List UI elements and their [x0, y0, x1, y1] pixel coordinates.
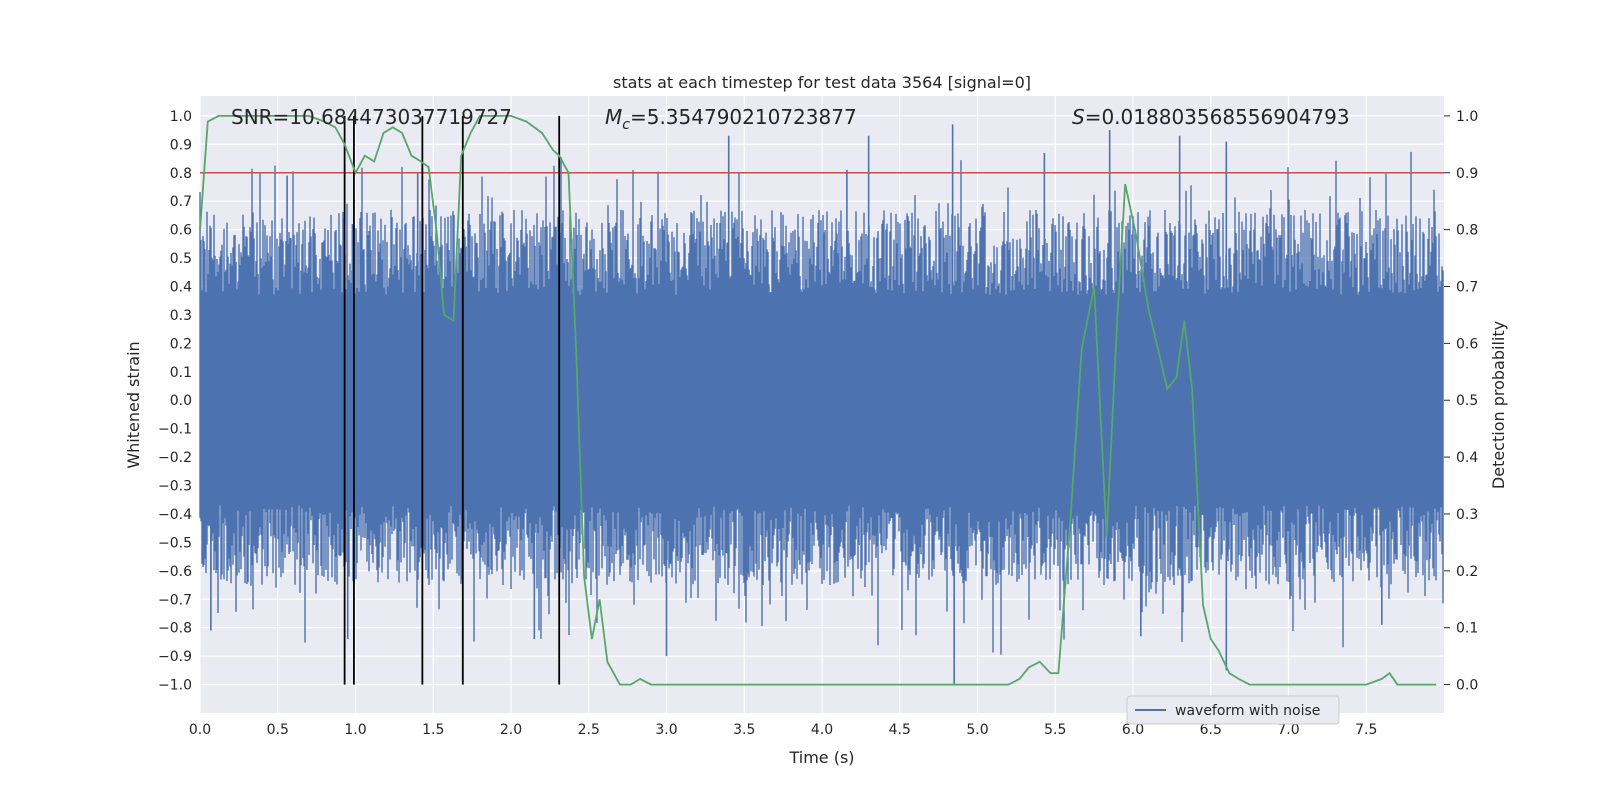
x-axis-ticks: 0.0 0.5 1.0 1.5 2.0 2.5 3.0 3.5 4.0 4.5 5.0 5.5 6.0 6…	[189, 722, 1378, 738]
legend-label: waveform with noise	[1175, 703, 1320, 719]
vertical-markers	[343, 115, 561, 685]
y-tick-label: 0.5	[170, 251, 192, 267]
x-tick-label: 2.5	[578, 722, 600, 738]
x-tick-label: 1.5	[422, 722, 444, 738]
legend-box	[1126, 695, 1340, 725]
detection-probability-series	[199, 115, 1437, 686]
right-y-tick-label: 1.0	[1456, 109, 1478, 125]
probability-line	[199, 115, 1437, 686]
chirp-mass-symbol: M	[605, 105, 622, 129]
y-tick-label: −0.7	[158, 592, 192, 608]
y-tick-label: 0.7	[170, 194, 192, 210]
waveform-trace	[199, 151, 1444, 655]
x-tick-label: 3.5	[733, 722, 755, 738]
x-tick-label: 5.0	[966, 722, 988, 738]
x-tick-label: 1.0	[344, 722, 366, 738]
right-y-tick-label: 0.6	[1456, 336, 1478, 352]
snr-annotation: SNR=10.684473037719727	[231, 105, 512, 129]
right-y-tick-label: 0.8	[1456, 223, 1478, 239]
y-tick-label: 0.8	[170, 166, 192, 182]
x-tick-label: 0.5	[267, 722, 289, 738]
snr-statistic-annotation: S=0.018803568556904793	[1072, 105, 1350, 129]
y-tick-label: 0.0	[170, 393, 192, 409]
right-y-tick-label: 0.0	[1456, 678, 1478, 694]
y-tick-label: 0.9	[170, 137, 192, 153]
x-tick-label: 5.5	[1044, 722, 1066, 738]
chart-title: stats at each timestep for test data 356…	[613, 73, 1031, 92]
y-tick-label: −0.8	[158, 621, 192, 637]
chirp-mass-annotation: Mc=5.354790210723877	[605, 105, 857, 133]
x-tick-label: 2.0	[500, 722, 522, 738]
x-tick-label: 0.0	[189, 722, 211, 738]
y-tick-label: 0.4	[170, 280, 192, 296]
y-tick-label: −0.3	[158, 479, 192, 495]
y-tick-label: 0.1	[170, 365, 192, 381]
right-y-tick-label: 0.7	[1456, 280, 1478, 296]
x-tick-label: 4.5	[889, 722, 911, 738]
right-y-tick-label: 0.1	[1456, 621, 1478, 637]
right-y-axis-ticks: 1.0 0.9 0.8 0.7 0.6 0.5 0.4 0.3 0.2 0.1 0.0	[1444, 109, 1478, 694]
x-tick-label: 6.5	[1200, 722, 1222, 738]
y-tick-label: −0.2	[158, 450, 192, 466]
chirp-mass-subscript: c	[622, 117, 630, 133]
chirp-mass-value: =5.354790210723877	[630, 105, 857, 129]
y-tick-label: 0.2	[170, 336, 192, 352]
y-tick-label: −0.1	[158, 422, 192, 438]
legend: waveform with noise	[1126, 695, 1340, 725]
right-y-tick-label: 0.3	[1456, 507, 1478, 523]
y-axis-ticks: 1.0 0.9 0.8 0.7 0.6 0.5 0.4 0.3 0.2 0.1 0.0 −0.1 −0.…	[158, 109, 192, 694]
x-tick-label: 7.0	[1277, 722, 1299, 738]
y-tick-label: −0.5	[158, 535, 192, 551]
x-tick-label: 4.0	[811, 722, 833, 738]
statistic-value: =0.018803568556904793	[1085, 105, 1350, 129]
x-tick-label: 3.0	[655, 722, 677, 738]
x-tick-label: 7.5	[1355, 722, 1377, 738]
y-axis-label: Whitened strain	[124, 341, 143, 468]
y-tick-label: 1.0	[170, 109, 192, 125]
right-y-axis-label: Detection probability	[1489, 321, 1508, 489]
y-tick-label: 0.6	[170, 223, 192, 239]
right-y-tick-label: 0.5	[1456, 393, 1478, 409]
statistic-symbol: S	[1072, 105, 1085, 129]
y-tick-label: −0.9	[158, 649, 192, 665]
y-tick-label: 0.3	[170, 308, 192, 324]
y-tick-label: −0.4	[158, 507, 192, 523]
right-y-tick-label: 0.9	[1456, 166, 1478, 182]
y-tick-label: −0.6	[158, 564, 192, 580]
right-y-tick-label: 0.4	[1456, 450, 1478, 466]
x-tick-label: 6.0	[1122, 722, 1144, 738]
waveform-series	[199, 124, 1444, 685]
x-axis-label: Time (s)	[788, 748, 854, 767]
right-y-tick-label: 0.2	[1456, 564, 1478, 580]
y-tick-label: −1.0	[158, 678, 192, 694]
